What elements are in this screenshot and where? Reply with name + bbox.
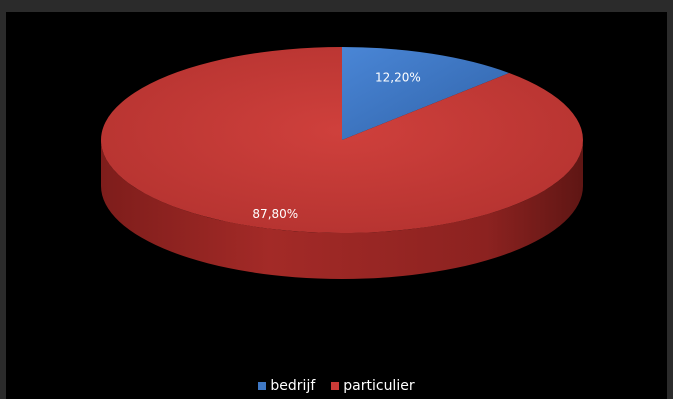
- legend-label-bedrijf: bedrijf: [270, 378, 316, 394]
- pie-slice-particulier: [101, 47, 584, 233]
- pie-slice-bedrijf: [342, 47, 510, 140]
- legend-label-particulier: particulier: [343, 378, 415, 394]
- pie-side-wall: [101, 140, 583, 279]
- legend-swatch-particulier: [331, 382, 340, 390]
- legend-item-particulier: particulier: [331, 378, 415, 394]
- legend-item-bedrijf: bedrijf: [258, 378, 315, 394]
- data-label-particulier: 87,80%: [252, 207, 298, 221]
- legend-swatch-bedrijf: [258, 382, 267, 390]
- legend: bedrijf particulier: [0, 378, 673, 394]
- data-label-bedrijf: 12,20%: [375, 71, 421, 85]
